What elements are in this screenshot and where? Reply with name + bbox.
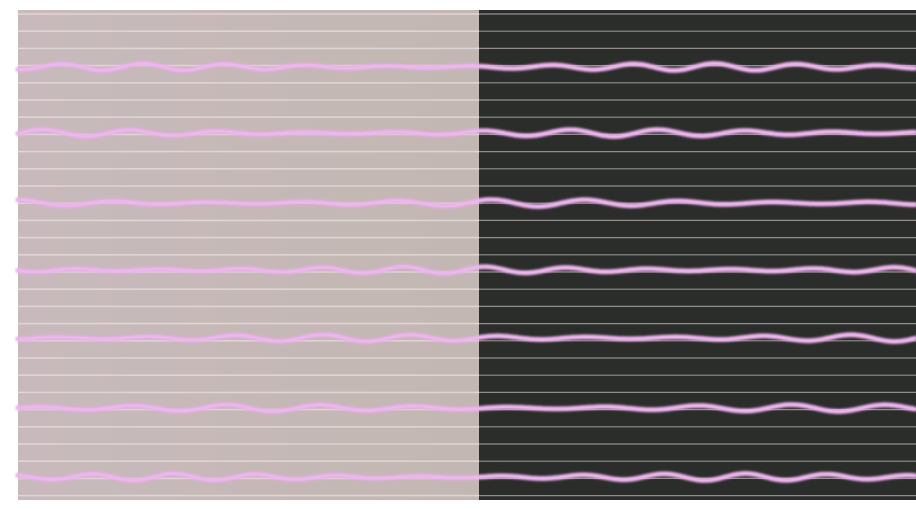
pink-wave-highlight	[17, 403, 916, 413]
pink-wave-highlight	[17, 472, 916, 482]
pink-wave-highlight	[17, 265, 916, 275]
thin-lines	[18, 13, 916, 497]
pink-wave-highlight	[17, 333, 916, 343]
pink-wave-highlight	[18, 198, 916, 208]
waves	[15, 60, 916, 483]
pink-wave-highlight	[17, 128, 916, 138]
pink-wave-highlight	[17, 62, 916, 72]
